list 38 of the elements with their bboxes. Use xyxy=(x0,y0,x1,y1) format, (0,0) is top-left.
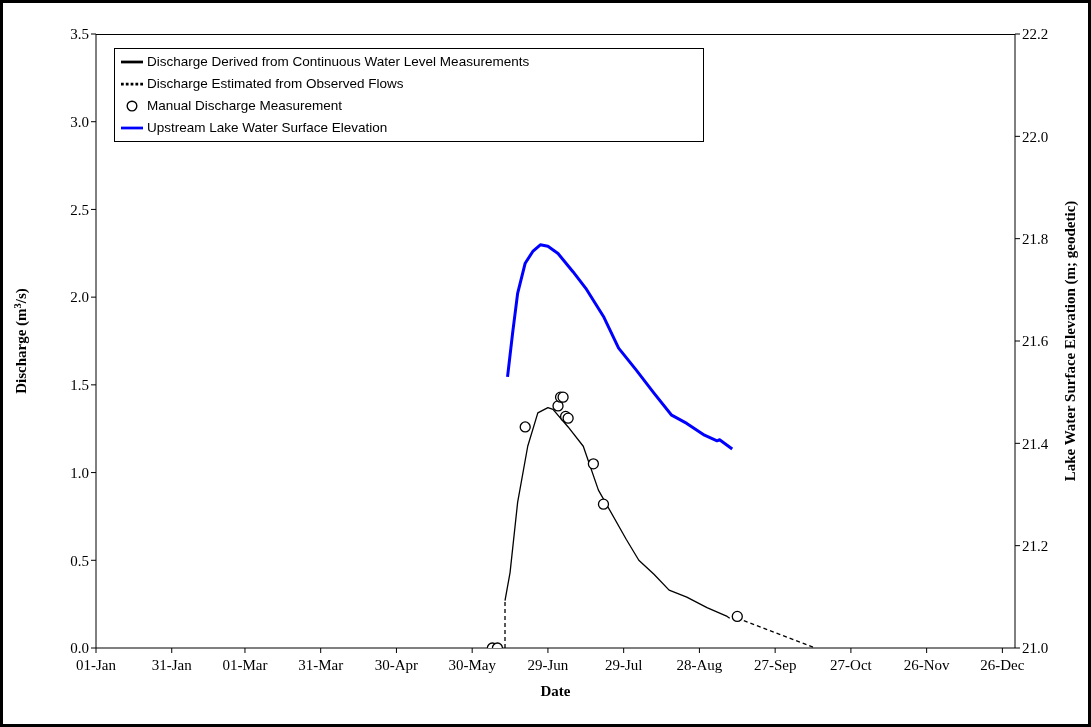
y2-tick-label: 21.6 xyxy=(1022,333,1049,350)
x-tick-label: 01-Mar xyxy=(222,656,268,673)
x-tick-label: 27-Sep xyxy=(753,656,797,673)
y2-tick-label: 21.4 xyxy=(1022,435,1049,452)
y2-tick-label: 22.0 xyxy=(1022,128,1049,145)
y2-tick-label: 21.8 xyxy=(1022,230,1049,247)
x-tick-label: 27-Oct xyxy=(830,656,873,673)
x-tick-label: 30-May xyxy=(448,656,497,673)
y-tick-label: 0.0 xyxy=(70,640,89,657)
y-tick-label: 1.5 xyxy=(70,377,89,394)
y-tick-label: 3.0 xyxy=(70,114,89,131)
point xyxy=(519,421,531,433)
x-axis-title: Date xyxy=(540,683,571,699)
x-tick-label: 26-Dec xyxy=(980,656,1025,673)
y2-axis-title: Lake Water Surface Elevation (m; geodetic) xyxy=(1062,200,1079,482)
y2-tick-label: 21.0 xyxy=(1022,640,1049,657)
x-tick-label: 01-Jan xyxy=(76,656,117,673)
y-tick-label: 0.5 xyxy=(70,552,89,569)
y2-tick-label: 22.2 xyxy=(1022,26,1049,43)
legend-label: Upstream Lake Water Surface Elevation xyxy=(147,119,388,135)
x-tick-label: 28-Aug xyxy=(676,656,723,673)
x-tick-label: 31-Mar xyxy=(298,656,344,673)
x-tick-label: 30-Apr xyxy=(374,656,419,673)
y2-tick-label: 21.2 xyxy=(1022,537,1049,554)
legend-label: Discharge Derived from Continuous Water Level Measurements xyxy=(147,53,530,69)
line-series xyxy=(506,243,734,451)
legend-label: Manual Discharge Measurement xyxy=(147,97,343,113)
y-tick-label: 2.0 xyxy=(70,289,89,306)
y-tick-label: 2.5 xyxy=(70,201,89,218)
point xyxy=(587,458,600,470)
x-tick-label: 31-Jan xyxy=(151,656,193,673)
legend-label: Discharge Estimated from Observed Flows xyxy=(147,75,404,91)
x-tick-label: 29-Jun xyxy=(527,656,569,673)
y-tick-label: 3.5 xyxy=(70,26,89,43)
x-tick-label: 29-Jul xyxy=(604,656,643,673)
y-tick-label: 1.0 xyxy=(70,464,89,481)
point xyxy=(597,498,610,510)
x-tick-label: 26-Nov xyxy=(903,656,951,673)
